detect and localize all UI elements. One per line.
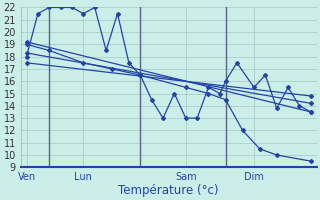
X-axis label: Température (°c): Température (°c) [118, 184, 219, 197]
